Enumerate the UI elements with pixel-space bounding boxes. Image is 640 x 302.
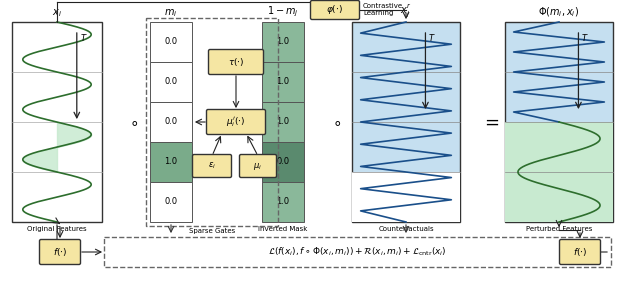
Text: 1.0: 1.0 <box>276 198 289 207</box>
Text: $\mu_i'(\cdot)$: $\mu_i'(\cdot)$ <box>227 115 246 129</box>
FancyBboxPatch shape <box>150 102 192 142</box>
FancyBboxPatch shape <box>40 239 81 265</box>
Text: Inverted Mask: Inverted Mask <box>259 226 308 232</box>
Text: $1-m_j$: $1-m_j$ <box>268 5 299 19</box>
Text: $x_i$: $x_i$ <box>52 7 62 19</box>
FancyBboxPatch shape <box>262 22 304 62</box>
Text: $\mu_i$: $\mu_i$ <box>253 160 262 172</box>
Text: 0.0: 0.0 <box>164 198 177 207</box>
Text: $\circ$: $\circ$ <box>129 114 139 130</box>
Text: $\tau(\cdot)$: $\tau(\cdot)$ <box>228 56 244 68</box>
Text: 0.0: 0.0 <box>164 117 177 127</box>
Text: $\varphi(\cdot)$: $\varphi(\cdot)$ <box>326 4 344 17</box>
Text: Counterfactuals: Counterfactuals <box>378 226 434 232</box>
Text: $f(\cdot)$: $f(\cdot)$ <box>53 246 67 258</box>
FancyBboxPatch shape <box>150 62 192 102</box>
FancyBboxPatch shape <box>104 237 611 267</box>
Text: 1.0: 1.0 <box>276 78 289 86</box>
Text: $\epsilon_i$: $\epsilon_i$ <box>208 161 216 171</box>
FancyBboxPatch shape <box>262 142 304 182</box>
Text: 1.0: 1.0 <box>276 117 289 127</box>
FancyBboxPatch shape <box>150 22 192 62</box>
Text: 0.0: 0.0 <box>164 37 177 47</box>
Text: $m_i$: $m_i$ <box>164 7 178 19</box>
Text: 0.0: 0.0 <box>164 78 177 86</box>
FancyBboxPatch shape <box>12 22 102 222</box>
FancyBboxPatch shape <box>207 110 266 134</box>
FancyBboxPatch shape <box>262 62 304 102</box>
Text: 1.0: 1.0 <box>164 158 177 166</box>
Text: Contrastive
Learning: Contrastive Learning <box>363 4 403 17</box>
Text: $+$: $+$ <box>241 113 255 131</box>
Text: Sparse Gates: Sparse Gates <box>189 228 235 234</box>
Text: $T$: $T$ <box>582 32 589 43</box>
FancyBboxPatch shape <box>150 182 192 222</box>
FancyBboxPatch shape <box>559 239 600 265</box>
Text: 1.0: 1.0 <box>276 37 289 47</box>
Text: $T$: $T$ <box>80 32 88 43</box>
FancyBboxPatch shape <box>193 155 232 178</box>
Text: $\Phi(m_i, x_i)$: $\Phi(m_i, x_i)$ <box>538 5 580 19</box>
Text: $f(\cdot)$: $f(\cdot)$ <box>573 246 587 258</box>
Text: $\mathcal{R}(\cdot)$: $\mathcal{R}(\cdot)$ <box>162 238 180 250</box>
FancyBboxPatch shape <box>505 22 613 222</box>
Text: $\mathcal{L}_{\mathrm{cntr}}(\cdot)$: $\mathcal{L}_{\mathrm{cntr}}(\cdot)$ <box>392 238 420 250</box>
Text: $T$: $T$ <box>428 32 436 43</box>
Text: $\circ$: $\circ$ <box>332 114 342 130</box>
FancyBboxPatch shape <box>352 172 460 222</box>
Text: Original Features: Original Features <box>27 226 87 232</box>
Text: 0.0: 0.0 <box>276 158 289 166</box>
Text: $\mathcal{L}(f(x_i), f \circ \Phi(x_i, m_i)) + \mathcal{R}(x_i, m_i) + \mathcal{: $\mathcal{L}(f(x_i), f \circ \Phi(x_i, m… <box>268 246 447 258</box>
Text: Perturbed Features: Perturbed Features <box>526 226 592 232</box>
Text: $=$: $=$ <box>481 113 499 131</box>
FancyBboxPatch shape <box>262 182 304 222</box>
FancyBboxPatch shape <box>150 142 192 182</box>
FancyBboxPatch shape <box>505 122 613 222</box>
FancyBboxPatch shape <box>310 1 360 20</box>
FancyBboxPatch shape <box>239 155 276 178</box>
FancyBboxPatch shape <box>352 22 460 222</box>
FancyBboxPatch shape <box>209 50 264 75</box>
Text: $x_j^r$: $x_j^r$ <box>400 2 412 19</box>
FancyBboxPatch shape <box>262 102 304 142</box>
